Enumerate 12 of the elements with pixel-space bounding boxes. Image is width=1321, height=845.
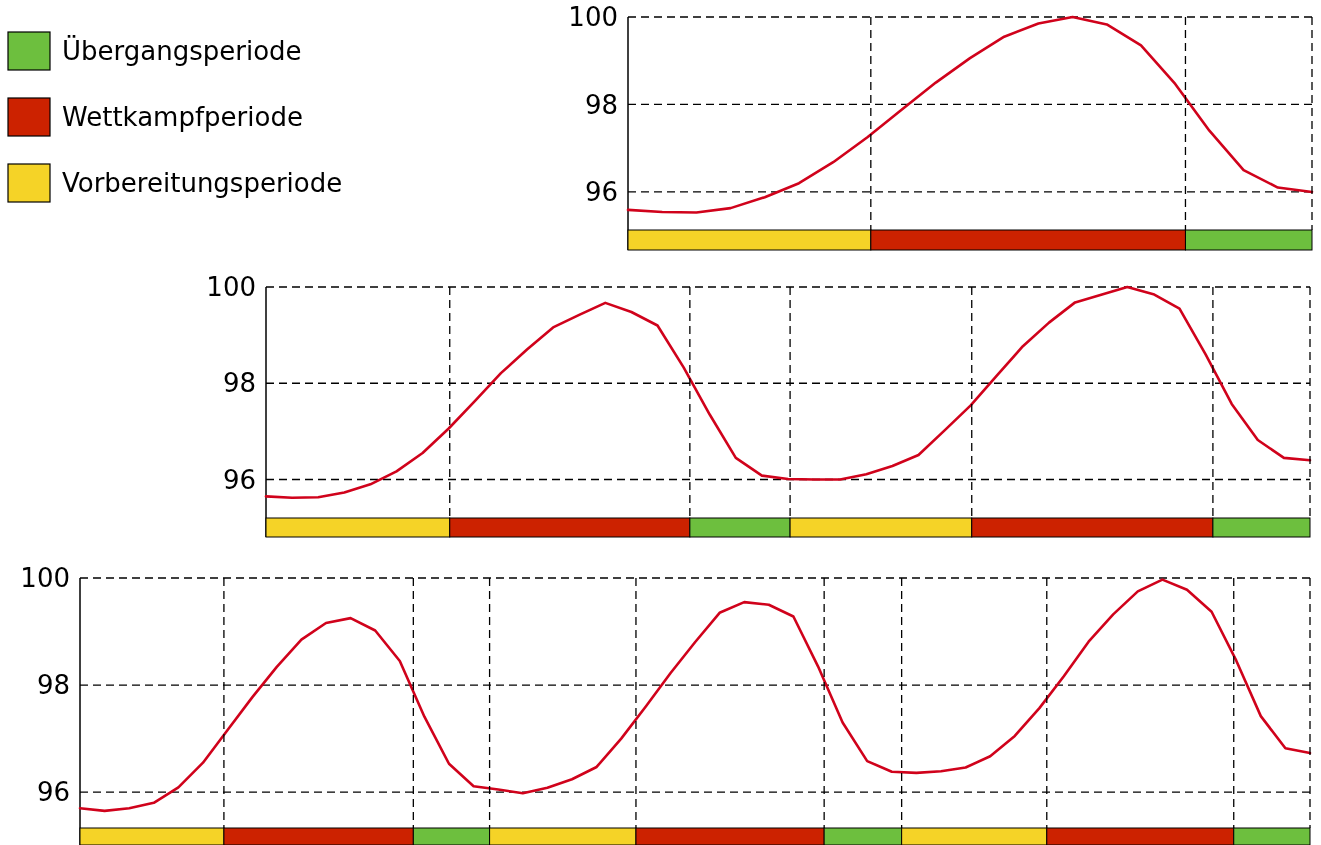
y-tick-label: 100 bbox=[568, 2, 618, 33]
legend-label: Übergangsperiode bbox=[62, 35, 302, 67]
y-tick-label: 98 bbox=[222, 368, 256, 399]
y-tick-label: 100 bbox=[20, 563, 70, 594]
y-tick-label: 96 bbox=[584, 177, 618, 208]
y-tick-label: 98 bbox=[36, 670, 70, 701]
legend-label: Vorbereitungsperiode bbox=[62, 168, 343, 199]
y-tick-label: 100 bbox=[206, 272, 256, 303]
y-tick-label: 98 bbox=[584, 89, 618, 120]
legend-label: Wettkampfperiode bbox=[62, 102, 303, 133]
y-tick-label: 96 bbox=[36, 777, 70, 808]
y-tick-label: 96 bbox=[222, 464, 256, 495]
